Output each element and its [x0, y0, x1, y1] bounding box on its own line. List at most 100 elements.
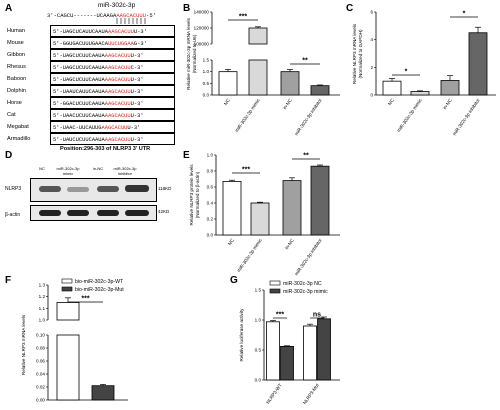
legend-swatch	[61, 286, 73, 292]
bar	[303, 325, 317, 381]
y-tick-label: 120000	[194, 26, 210, 31]
y-tick-label: 100000	[194, 42, 210, 47]
legend-label: bio-miR-302c-3p-WT	[75, 279, 124, 285]
x-tick-label: miR-302c-3p mimic	[396, 97, 423, 133]
y-tick-label: 1.0	[255, 318, 262, 323]
y-axis-label: (Normalized to U6)	[192, 34, 197, 73]
y-tick-label: 1.0	[207, 153, 214, 158]
bar	[310, 85, 330, 96]
x-tick-label: NC	[227, 237, 235, 246]
species-label: Human	[7, 28, 26, 34]
y-tick-label: 1.1	[39, 306, 46, 311]
sig-e2-label: **	[303, 153, 309, 160]
bar-upper	[248, 27, 268, 45]
bar-upper	[56, 302, 80, 321]
y-tick-label: 0.06	[36, 359, 45, 364]
pairing-lines	[116, 18, 146, 24]
alignment-row: Mouse 5'-GGUGACUUUGAACAUUCUGGAAG-3'	[5, 37, 180, 50]
x-tick-label: NLRP3-Mut	[302, 382, 320, 405]
y-tick-label: 0.4	[207, 201, 214, 206]
bar	[91, 385, 115, 401]
panel-letter-e: E	[183, 150, 190, 161]
y-tick-label: 0.08	[36, 346, 45, 351]
bar	[317, 318, 331, 381]
sig-f1-label: ***	[81, 296, 89, 303]
y-tick-label: 0.10	[36, 333, 45, 338]
panel-letter-d: D	[5, 150, 13, 161]
y-tick-label: 0.6	[207, 185, 214, 190]
species-label: Megabat	[7, 124, 29, 130]
y-tick-label: 1.3	[39, 283, 46, 288]
legend-label: bio-miR-302c-3p-Mut	[75, 287, 124, 293]
sig-b2-label: **	[302, 58, 308, 65]
mir-sequence: 3'-CAGCU-------UCAAGAAAGCACUUU-5'	[47, 12, 156, 19]
species-label: Gibbon	[7, 52, 26, 58]
lane-label: NC	[39, 166, 45, 171]
alignment-row: Horse 5'-GGACUCUUCAAUAAAGCACUUU-3'	[5, 97, 180, 110]
alignment-row: Rhesus 5'-UAGCUCUUCAAUAAAGCACUUC-3'	[5, 61, 180, 74]
sequence-cell: 5'-GGUGACUUUGAACAUUCUGGAAG-3'	[50, 37, 175, 49]
lane-label: in-NC	[92, 166, 104, 171]
y-tick-label: 6	[370, 10, 373, 15]
y-tick-label: 1.5	[255, 288, 262, 293]
species-label: Cat	[7, 112, 16, 118]
sequence-cell: 5'-UAAC-UUCAUUGAAGCACUUU-3'	[50, 121, 175, 133]
x-tick-label: miR-302c-3p mimic	[236, 237, 263, 273]
y-tick-label: 2	[370, 65, 373, 70]
alignment-row: Armadillo 5'-UAUCUCUUCAAUAAAGCACUUU-3'	[5, 133, 180, 146]
species-label: Baboon	[7, 76, 27, 82]
sequence-cell: 5'-UAUCUCUUCAAUAAAGCACUUU-3'	[50, 133, 175, 145]
y-axis-label: (Normalized to β-actin)	[195, 171, 200, 218]
y-tick-label: 0.2	[207, 217, 214, 222]
y-tick-label: 0.02	[36, 385, 45, 390]
bar	[410, 91, 430, 96]
alignment-row: Cat 5'-UAACUCUUCAAUAAAGCACUUU-3'	[5, 109, 180, 122]
x-tick-label: in-NC	[442, 97, 453, 110]
y-axis-label: Relative NLRP3 mRNA levels	[352, 23, 357, 84]
alignment-row: Baboon 5'-UAGCUCUUCAAUAAAGCACUUU-3'	[5, 73, 180, 86]
x-tick-label: in-NC	[284, 237, 295, 250]
panel-letter-b: B	[183, 3, 191, 14]
mir-label: miR-302c-3p	[98, 2, 136, 9]
legend-label: miR-302c-3p mimic	[283, 289, 328, 295]
alignment-row: Dolphin 5'-UAAUCAUUCAAUAAAGCACUUU-3'	[5, 85, 180, 98]
bar	[218, 71, 238, 96]
panel-letter-g: G	[230, 275, 238, 286]
y-tick-label: 0.0	[255, 378, 262, 383]
x-tick-label: NC	[223, 97, 231, 106]
x-tick-label: NC	[387, 97, 395, 106]
species-label: Dolphin	[7, 88, 26, 94]
kda-nlrp3: 118KD	[158, 186, 172, 191]
y-tick-label: 0.00	[36, 398, 45, 403]
x-tick-label: in-NC	[282, 97, 293, 110]
species-label: Mouse	[7, 40, 24, 46]
bar	[250, 202, 270, 236]
x-tick-label: miR-302c-3p inhibitor	[294, 237, 323, 276]
y-tick-label: 4	[370, 37, 373, 42]
legend-swatch	[61, 278, 73, 284]
bar	[222, 180, 242, 236]
sequence-cell: 5'-UAGCUCUUCAAUAAAGCACUUU-3'	[50, 49, 175, 61]
species-label: Armadillo	[7, 136, 31, 142]
sequence-cell: 5'-UAGCUCUUCAAUAAAGCACUUU-3'	[50, 73, 175, 85]
panel-letter-c: C	[346, 3, 354, 14]
y-tick-label: 1.0	[203, 69, 210, 74]
lane-label: miR-302c-3p inhibitor	[113, 166, 137, 176]
y-tick-label: 0.0	[207, 233, 214, 238]
legend-swatch	[269, 280, 281, 286]
sequence-cell: 5'-UAGCUCAUUCAAUAAAGCACUUU-3'	[50, 25, 175, 37]
sig-c1-label: *	[405, 69, 408, 76]
y-tick-label: 1.0	[39, 318, 46, 323]
bar	[282, 180, 302, 236]
blot-strip-actin	[30, 205, 157, 221]
alignment-row: Megabat 5'-UAAC-UUCAUUGAAGCACUUU-3'	[5, 121, 180, 134]
y-tick-label: 0.5	[255, 348, 262, 353]
blot-label-nlrp3: NLRP3	[5, 186, 22, 192]
y-tick-label: 0	[370, 93, 373, 98]
y-tick-label: 0.04	[36, 372, 45, 377]
position-label: Position:296-303 of NLRP3 3' UTR	[60, 146, 151, 152]
sig-g2-label: ns	[313, 312, 321, 319]
y-axis-label: Relative NLRP3 protein levels	[189, 164, 194, 226]
y-axis-label: Relative NLRP3 mRNA levels	[21, 314, 26, 375]
y-tick-label: 0.8	[207, 169, 214, 174]
